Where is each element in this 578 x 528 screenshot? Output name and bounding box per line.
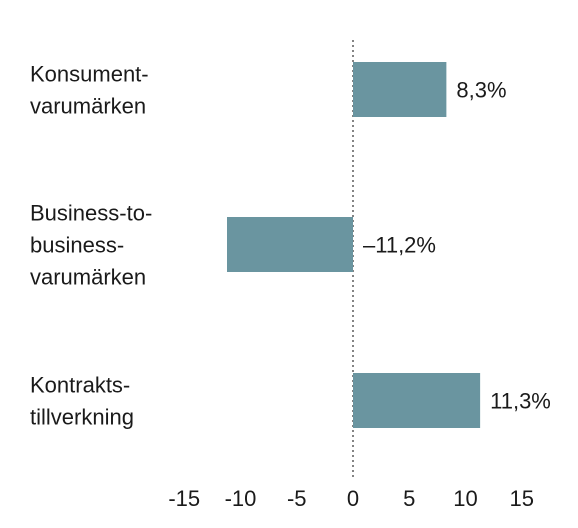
- x-tick-label: -15: [168, 486, 200, 511]
- x-tick-label: -10: [225, 486, 257, 511]
- x-tick-label: 5: [403, 486, 415, 511]
- category-label-1: Konsument-varumärken: [30, 62, 149, 119]
- bar-1: [353, 62, 447, 117]
- x-tick-label: 10: [453, 486, 477, 511]
- x-tick-label: -5: [287, 486, 307, 511]
- category-label-line: tillverkning: [30, 405, 134, 430]
- value-label-1: 8,3%: [456, 78, 506, 103]
- category-label-2: Business-to-business-varumärken: [30, 201, 152, 290]
- category-label-line: Kontrakts-: [30, 373, 130, 398]
- category-label-line: business-: [30, 233, 124, 258]
- value-label-3: 11,3%: [490, 389, 551, 414]
- x-axis-ticks: -15 -10 -5 0 5 10 15: [168, 486, 534, 511]
- bar-2: [227, 217, 353, 272]
- x-tick-label: 15: [510, 486, 534, 511]
- value-labels: 8,3% –11,2% 11,3%: [363, 78, 551, 414]
- category-label-line: varumärken: [30, 265, 146, 290]
- bars: [227, 62, 481, 428]
- category-label-line: Konsument-: [30, 62, 149, 87]
- category-label-3: Kontrakts-tillverkning: [30, 373, 134, 430]
- bar-3: [353, 373, 481, 428]
- x-tick-label: 0: [347, 486, 359, 511]
- category-label-line: Business-to-: [30, 201, 152, 226]
- category-label-line: varumärken: [30, 94, 146, 119]
- value-label-2: –11,2%: [363, 233, 436, 258]
- category-labels: Konsument-varumärkenBusiness-to-business…: [30, 62, 152, 430]
